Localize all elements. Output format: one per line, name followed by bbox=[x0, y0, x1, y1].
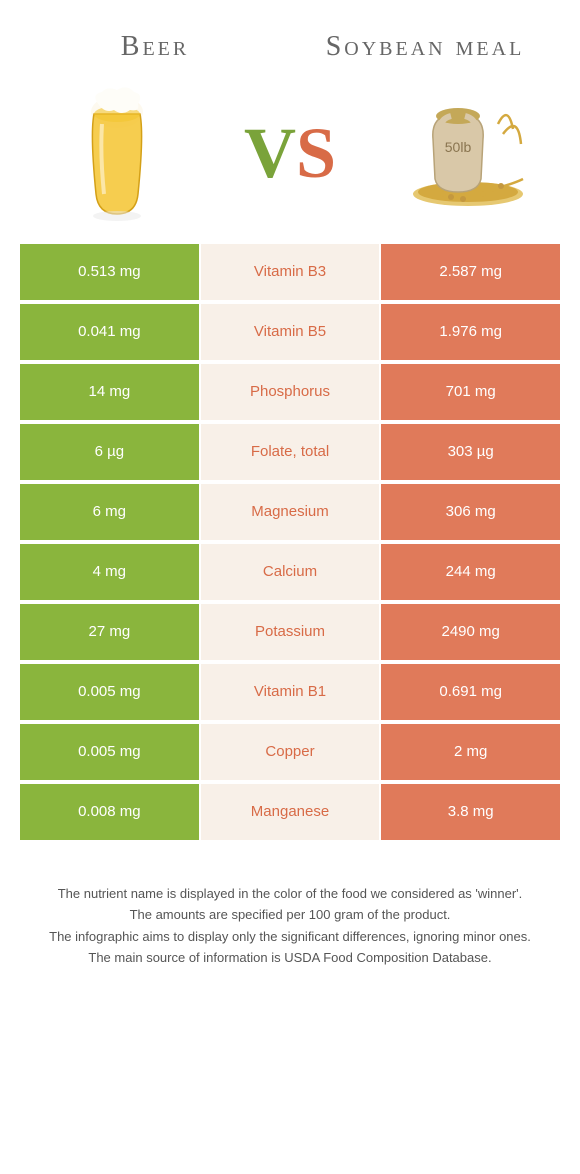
footer: The nutrient name is displayed in the co… bbox=[0, 844, 580, 990]
beer-icon bbox=[72, 84, 162, 224]
comparison-table: 0.513 mgVitamin B32.587 mg0.041 mgVitami… bbox=[0, 244, 580, 844]
vs-s: S bbox=[296, 113, 336, 193]
value-right: 2 mg bbox=[381, 724, 560, 780]
value-left: 6 µg bbox=[20, 424, 199, 480]
value-left: 0.005 mg bbox=[20, 664, 199, 720]
value-right: 2.587 mg bbox=[381, 244, 560, 300]
food2-image: 50lb bbox=[377, 94, 550, 214]
food1-title: Beer bbox=[20, 30, 290, 64]
value-right: 0.691 mg bbox=[381, 664, 560, 720]
value-left: 4 mg bbox=[20, 544, 199, 600]
footer-line4: The main source of information is USDA F… bbox=[30, 948, 550, 968]
table-row: 6 µgFolate, total303 µg bbox=[20, 424, 560, 480]
nutrient-name: Vitamin B5 bbox=[201, 304, 380, 360]
nutrient-name: Calcium bbox=[201, 544, 380, 600]
vs-label: VS bbox=[203, 112, 376, 195]
nutrient-name: Vitamin B3 bbox=[201, 244, 380, 300]
table-row: 6 mgMagnesium306 mg bbox=[20, 484, 560, 540]
nutrient-name: Vitamin B1 bbox=[201, 664, 380, 720]
value-right: 3.8 mg bbox=[381, 784, 560, 840]
food1-title-col: Beer bbox=[20, 30, 290, 64]
value-left: 0.513 mg bbox=[20, 244, 199, 300]
nutrient-name: Folate, total bbox=[201, 424, 380, 480]
nutrient-name: Manganese bbox=[201, 784, 380, 840]
table-row: 0.008 mgManganese3.8 mg bbox=[20, 784, 560, 840]
value-right: 1.976 mg bbox=[381, 304, 560, 360]
images-row: VS 50lb bbox=[0, 74, 580, 244]
value-left: 27 mg bbox=[20, 604, 199, 660]
footer-line1: The nutrient name is displayed in the co… bbox=[30, 884, 550, 904]
food1-image bbox=[30, 84, 203, 224]
value-left: 0.041 mg bbox=[20, 304, 199, 360]
footer-line3: The infographic aims to display only the… bbox=[30, 927, 550, 947]
value-right: 303 µg bbox=[381, 424, 560, 480]
svg-text:50lb: 50lb bbox=[445, 139, 472, 155]
vs-v: V bbox=[244, 113, 296, 193]
value-left: 14 mg bbox=[20, 364, 199, 420]
table-row: 0.005 mgVitamin B10.691 mg bbox=[20, 664, 560, 720]
footer-line2: The amounts are specified per 100 gram o… bbox=[30, 905, 550, 925]
soybean-meal-icon: 50lb bbox=[393, 94, 533, 214]
food2-title: Soybean meal bbox=[290, 30, 560, 64]
table-row: 27 mgPotassium2490 mg bbox=[20, 604, 560, 660]
value-left: 6 mg bbox=[20, 484, 199, 540]
value-right: 701 mg bbox=[381, 364, 560, 420]
table-row: 4 mgCalcium244 mg bbox=[20, 544, 560, 600]
nutrient-name: Potassium bbox=[201, 604, 380, 660]
table-row: 14 mgPhosphorus701 mg bbox=[20, 364, 560, 420]
nutrient-name: Copper bbox=[201, 724, 380, 780]
value-right: 306 mg bbox=[381, 484, 560, 540]
nutrient-name: Magnesium bbox=[201, 484, 380, 540]
food2-title-col: Soybean meal bbox=[290, 30, 560, 64]
table-row: 0.513 mgVitamin B32.587 mg bbox=[20, 244, 560, 300]
value-left: 0.008 mg bbox=[20, 784, 199, 840]
value-right: 2490 mg bbox=[381, 604, 560, 660]
nutrient-name: Phosphorus bbox=[201, 364, 380, 420]
value-left: 0.005 mg bbox=[20, 724, 199, 780]
value-right: 244 mg bbox=[381, 544, 560, 600]
table-row: 0.005 mgCopper2 mg bbox=[20, 724, 560, 780]
table-row: 0.041 mgVitamin B51.976 mg bbox=[20, 304, 560, 360]
header: Beer Soybean meal bbox=[0, 0, 580, 74]
